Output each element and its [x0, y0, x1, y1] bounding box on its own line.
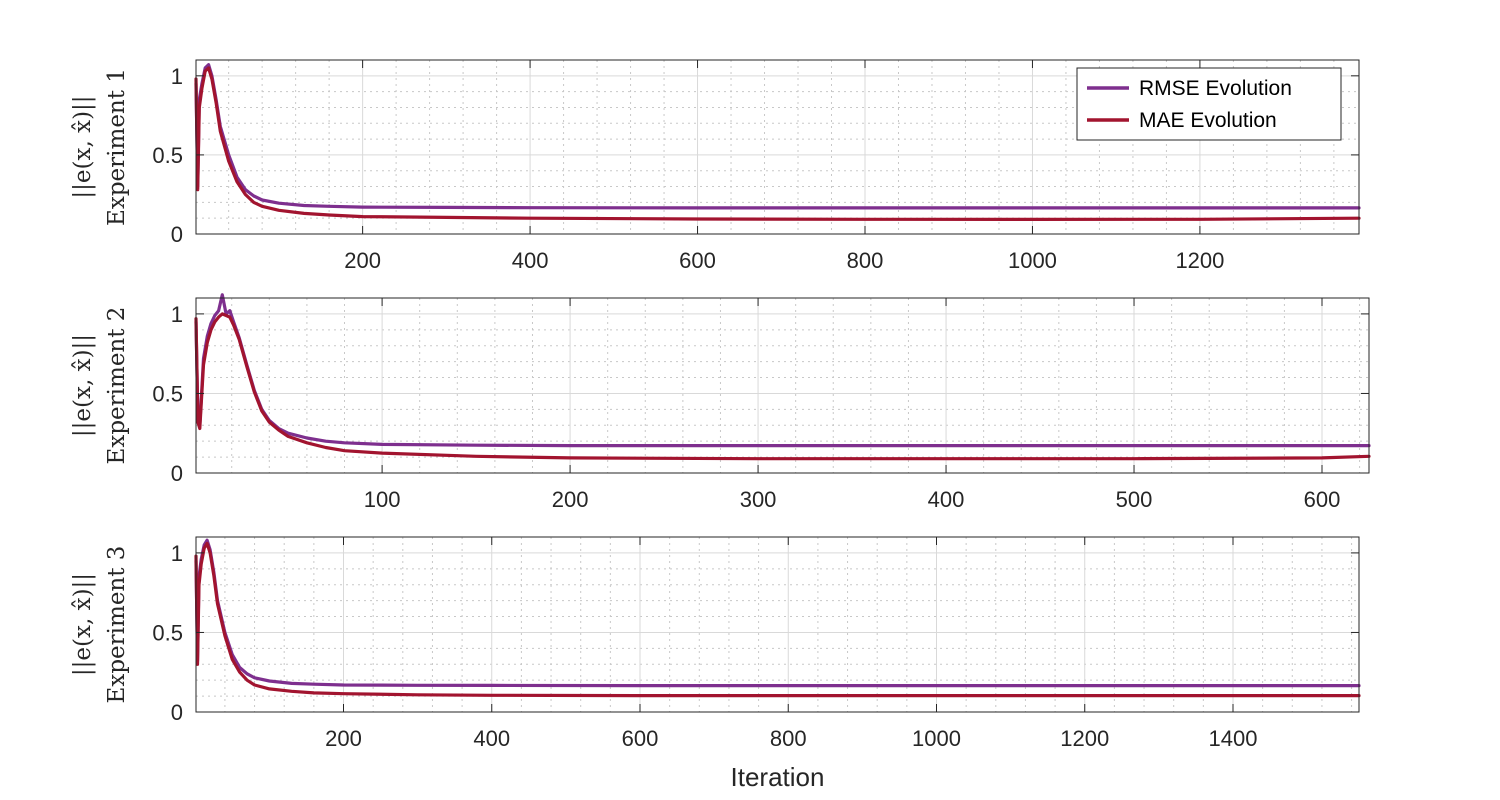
axes-box — [195, 297, 1370, 474]
y-axis-label-norm: ||e(x, x̂)|| — [70, 573, 96, 676]
legend: RMSE Evolution MAE Evolution — [1076, 67, 1342, 141]
y-axis-label-norm: ||e(x, x̂)|| — [70, 95, 96, 198]
y-axis-label-experiment: Experiment 3 — [104, 546, 130, 704]
subplot-1: 200 400 600 800 1000 1200 0 0.5 1 ||e(x, x̂)|| Exp… — [70, 59, 1361, 273]
x-axis-label: Iteration — [731, 762, 825, 792]
x-tick-label: 600 — [622, 726, 659, 751]
x-tick-label: 200 — [344, 248, 381, 273]
series-line-rmse — [194, 538, 1361, 688]
x-tick-label: 400 — [512, 248, 549, 273]
y-tick-label: 0.5 — [152, 620, 183, 645]
x-tick-label: 800 — [770, 726, 807, 751]
subplot-2: 100 200 300 400 500 600 0 0.5 1 ||e(x, x̂)|| Exper… — [70, 293, 1371, 512]
y-axis-label-experiment: Experiment 2 — [104, 307, 130, 465]
y-tick-label: 1 — [171, 302, 183, 327]
legend-box — [1076, 67, 1342, 141]
x-tick-label: 800 — [847, 248, 884, 273]
x-tick-label: 600 — [679, 248, 716, 273]
x-tick-label: 1200 — [1060, 726, 1109, 751]
subplot-3: 200 400 600 800 1000 1200 1400 0 0.5 1 ||e(x, x̂)|… — [70, 536, 1361, 792]
series-line-mae — [194, 312, 1371, 461]
axes-box — [195, 536, 1360, 713]
series-line-mae — [194, 541, 1361, 698]
plot-area — [196, 537, 1359, 712]
y-tick-label: 1 — [171, 64, 183, 89]
y-tick-label: 0 — [171, 700, 183, 725]
x-tick-label: 1400 — [1209, 726, 1258, 751]
series-line-rmse — [194, 63, 1361, 210]
x-tick-label: 100 — [364, 487, 401, 512]
series-line-mae — [194, 66, 1361, 221]
y-tick-label: 0.5 — [152, 143, 183, 168]
x-tick-label: 1200 — [1175, 248, 1224, 273]
y-tick-label: 1 — [171, 541, 183, 566]
y-axis-label-norm: ||e(x, x̂)|| — [70, 334, 96, 437]
x-tick-label: 300 — [740, 487, 777, 512]
y-tick-label: 0 — [171, 222, 183, 247]
x-tick-label: 600 — [1304, 487, 1341, 512]
y-axis-label-experiment: Experiment 1 — [104, 68, 130, 226]
x-tick-label: 200 — [325, 726, 362, 751]
legend-label: MAE Evolution — [1139, 109, 1277, 132]
x-tick-label: 500 — [1116, 487, 1153, 512]
x-tick-label: 1000 — [912, 726, 961, 751]
x-tick-label: 200 — [552, 487, 589, 512]
x-tick-label: 400 — [473, 726, 510, 751]
y-tick-label: 0 — [171, 461, 183, 486]
x-tick-label: 400 — [928, 487, 965, 512]
axes-box — [195, 59, 1360, 235]
x-tick-label: 1000 — [1008, 248, 1057, 273]
legend-label: RMSE Evolution — [1139, 77, 1292, 100]
y-tick-label: 0.5 — [152, 381, 183, 406]
